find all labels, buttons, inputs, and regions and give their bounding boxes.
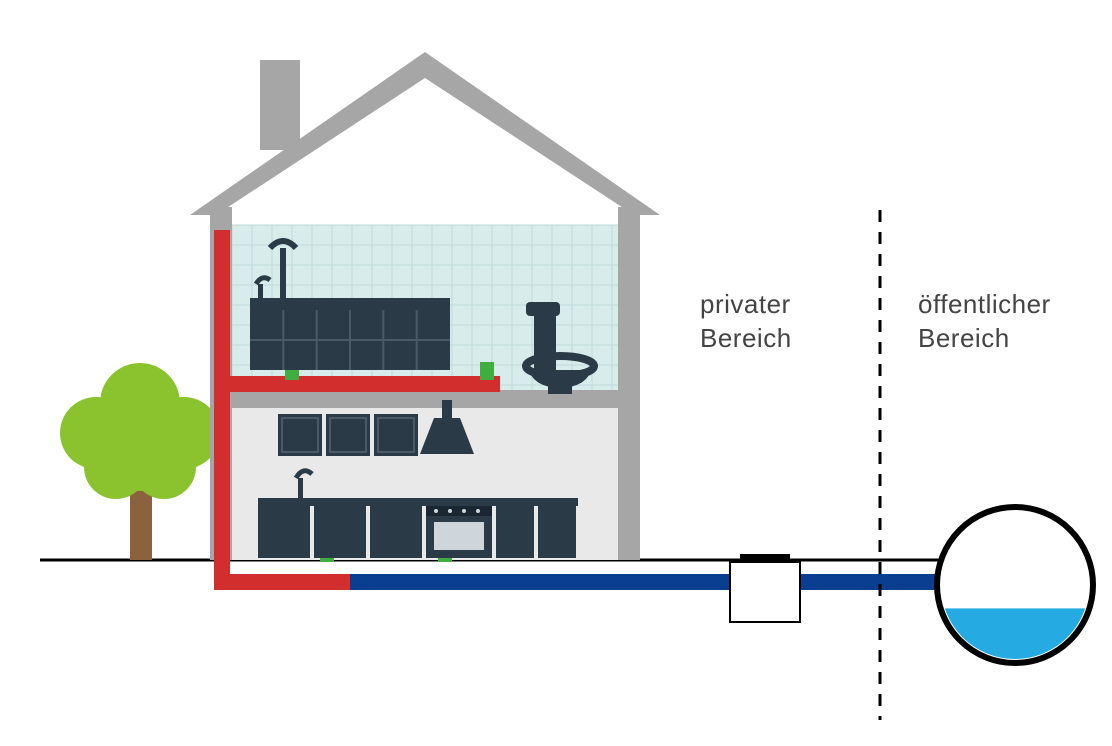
sewer-water: [937, 608, 1093, 746]
private-area-line1: privater: [700, 289, 791, 319]
public-area-line1: öffentlicher: [918, 289, 1051, 319]
upper-cabinet: [326, 414, 370, 456]
lower-cabinet: [496, 506, 534, 558]
supply-pipe-floor1: [214, 376, 500, 392]
manhole-lid: [740, 554, 790, 562]
lower-cabinet: [370, 506, 422, 558]
public-area-label: öffentlicher Bereich: [918, 288, 1051, 356]
countertop: [258, 498, 578, 506]
wall-right: [618, 207, 640, 560]
inspection-chamber: [730, 562, 800, 622]
lower-cabinet: [538, 506, 576, 558]
floor-slab: [210, 390, 640, 408]
upper-cabinet: [374, 414, 418, 456]
tree-crown: [60, 363, 220, 499]
sewer-pipe-left: [350, 574, 730, 590]
shower-icon: [280, 248, 286, 300]
lower-cabinet: [258, 506, 310, 558]
private-area-label: privater Bereich: [700, 288, 792, 356]
public-area-line2: Bereich: [918, 323, 1010, 353]
supply-pipe-ground: [214, 574, 350, 590]
drain-stub-1: [480, 362, 494, 380]
chimney: [260, 60, 300, 150]
private-area-line2: Bereich: [700, 323, 792, 353]
drainage-diagram: [0, 0, 1112, 746]
kitchen-faucet-icon: [298, 478, 303, 498]
upper-cabinet: [278, 414, 322, 456]
lower-cabinet: [314, 506, 366, 558]
supply-pipe-vertical: [214, 230, 230, 590]
